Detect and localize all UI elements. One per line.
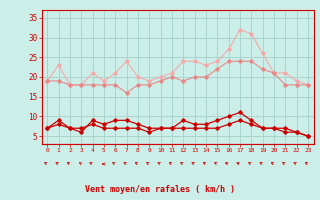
- Text: Vent moyen/en rafales ( km/h ): Vent moyen/en rafales ( km/h ): [85, 185, 235, 194]
